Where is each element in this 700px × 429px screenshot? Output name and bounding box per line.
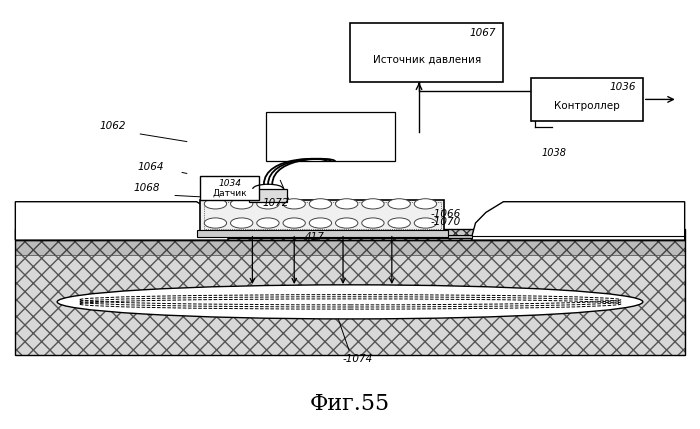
Ellipse shape xyxy=(57,285,643,319)
Bar xyxy=(531,78,643,121)
Text: 417: 417 xyxy=(304,232,325,242)
Text: Датчик: Датчик xyxy=(212,188,247,197)
Ellipse shape xyxy=(283,218,305,228)
Text: Контроллер: Контроллер xyxy=(554,101,620,111)
Bar xyxy=(249,189,287,202)
Bar xyxy=(200,176,260,199)
Ellipse shape xyxy=(230,218,253,228)
Text: 1034: 1034 xyxy=(218,179,242,188)
Text: 1038: 1038 xyxy=(542,148,567,158)
Text: -1066: -1066 xyxy=(430,208,461,219)
Bar xyxy=(15,230,685,240)
Ellipse shape xyxy=(204,199,227,209)
Bar xyxy=(197,230,447,237)
Ellipse shape xyxy=(257,218,279,228)
Ellipse shape xyxy=(309,218,332,228)
Ellipse shape xyxy=(362,218,384,228)
Text: 1067: 1067 xyxy=(470,28,496,38)
Ellipse shape xyxy=(414,199,437,209)
Ellipse shape xyxy=(309,199,332,209)
Text: -1074: -1074 xyxy=(343,353,373,363)
Text: 1068: 1068 xyxy=(134,183,160,193)
Bar xyxy=(15,240,685,255)
Bar xyxy=(228,235,472,239)
Bar xyxy=(200,199,444,232)
Ellipse shape xyxy=(388,218,410,228)
Bar xyxy=(15,240,685,355)
Text: 1064: 1064 xyxy=(137,162,164,172)
Ellipse shape xyxy=(335,218,358,228)
Ellipse shape xyxy=(362,199,384,209)
Text: 1072: 1072 xyxy=(262,198,289,208)
Ellipse shape xyxy=(283,199,305,209)
Bar xyxy=(350,23,503,82)
Ellipse shape xyxy=(257,199,279,209)
Ellipse shape xyxy=(204,218,227,228)
Polygon shape xyxy=(472,202,685,240)
Text: -1070: -1070 xyxy=(430,217,461,227)
Bar xyxy=(15,230,685,240)
Text: 1062: 1062 xyxy=(99,121,125,131)
Text: Источник давления: Источник давления xyxy=(372,54,481,65)
Polygon shape xyxy=(15,202,228,240)
Bar xyxy=(204,202,440,230)
Ellipse shape xyxy=(388,199,410,209)
Bar xyxy=(266,112,396,161)
Text: 1036: 1036 xyxy=(610,82,636,93)
Ellipse shape xyxy=(335,199,358,209)
Ellipse shape xyxy=(414,218,437,228)
Ellipse shape xyxy=(230,199,253,209)
Bar xyxy=(15,240,685,355)
Text: Фиг.55: Фиг.55 xyxy=(310,393,390,415)
